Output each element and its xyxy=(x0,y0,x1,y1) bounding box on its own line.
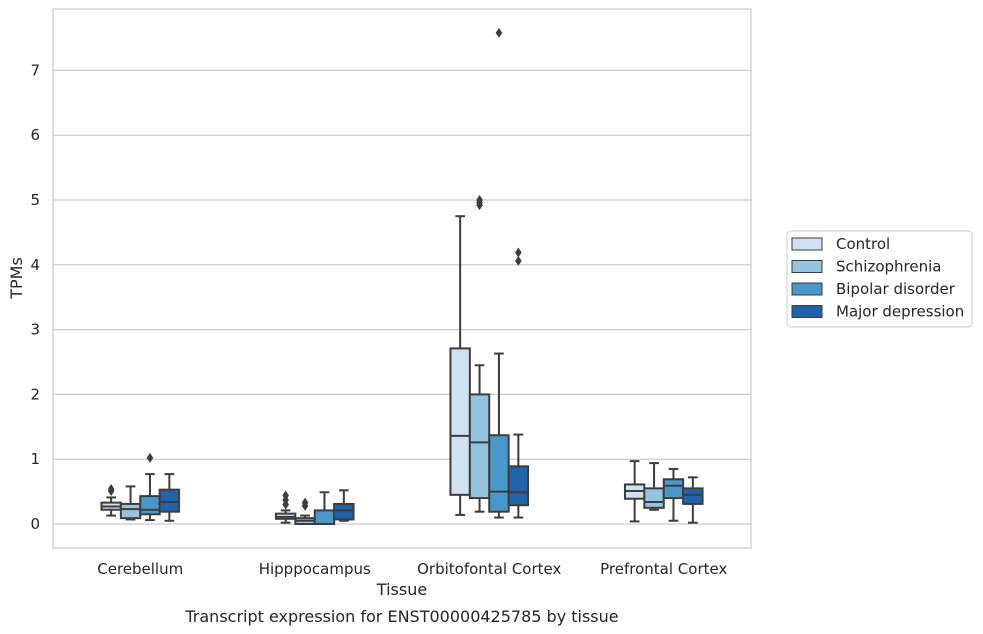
y-tick-label: 4 xyxy=(30,256,40,274)
outlier-point xyxy=(515,255,522,266)
legend-swatch xyxy=(791,237,823,251)
outlier-point xyxy=(107,484,115,495)
box xyxy=(119,502,142,520)
y-tick-label: 2 xyxy=(30,385,40,403)
y-tick-labels: 0 1 2 3 4 5 6 7 xyxy=(30,61,40,533)
series-control xyxy=(100,215,646,524)
box xyxy=(313,509,336,525)
box xyxy=(507,465,530,507)
box xyxy=(643,487,665,509)
x-tick-label: Orbitofontal Cortex xyxy=(417,560,561,578)
plot-frame xyxy=(52,8,752,549)
legend-label: Schizophrenia xyxy=(836,258,941,276)
y-axis-title: TPMs xyxy=(7,257,26,300)
box xyxy=(158,488,181,513)
outlier-point xyxy=(476,195,483,205)
legend-label: Control xyxy=(836,235,890,253)
box xyxy=(488,434,510,513)
x-axis-title: Tissue xyxy=(376,580,427,599)
outlier-point xyxy=(301,497,309,508)
box xyxy=(682,487,704,505)
grid-lines xyxy=(53,69,751,525)
y-tick-label: 0 xyxy=(30,515,40,533)
outlier-point xyxy=(146,452,154,463)
box-series xyxy=(100,27,704,526)
y-tick-label: 1 xyxy=(30,450,40,468)
y-tick-label: 7 xyxy=(30,61,40,79)
box xyxy=(662,478,685,500)
legend-frame xyxy=(786,230,973,328)
y-tick-label: 3 xyxy=(30,321,40,339)
x-tick-label: Prefrontal Cortex xyxy=(600,560,727,578)
y-tick-label: 6 xyxy=(30,126,40,144)
series-schizophrenia xyxy=(119,195,665,526)
outlier-point xyxy=(495,27,503,38)
series-bipolar-disorder xyxy=(139,27,685,525)
legend-swatch xyxy=(791,282,823,296)
chart-title: Transcript expression for ENST0000042578… xyxy=(184,607,618,626)
legend-label: Bipolar disorder xyxy=(836,280,956,298)
legend-swatch xyxy=(791,260,823,273)
legend-swatch xyxy=(791,305,823,318)
outlier-point xyxy=(282,490,289,501)
x-tick-label: Hipppocampus xyxy=(259,560,371,578)
box xyxy=(139,495,161,516)
outlier-point xyxy=(515,247,522,258)
legend-label: Major depression xyxy=(836,303,964,321)
box xyxy=(449,347,471,496)
box xyxy=(333,502,355,521)
series-major-depression xyxy=(158,247,704,524)
y-tick-label: 5 xyxy=(30,191,40,209)
x-tick-label: Cerebellum xyxy=(97,560,183,578)
box xyxy=(468,393,491,500)
legend: Control Schizophrenia Bipolar disorder Majo… xyxy=(786,230,973,328)
x-tick-labels: Cerebellum Hipppocampus Orbitofontal Corte… xyxy=(97,560,727,578)
